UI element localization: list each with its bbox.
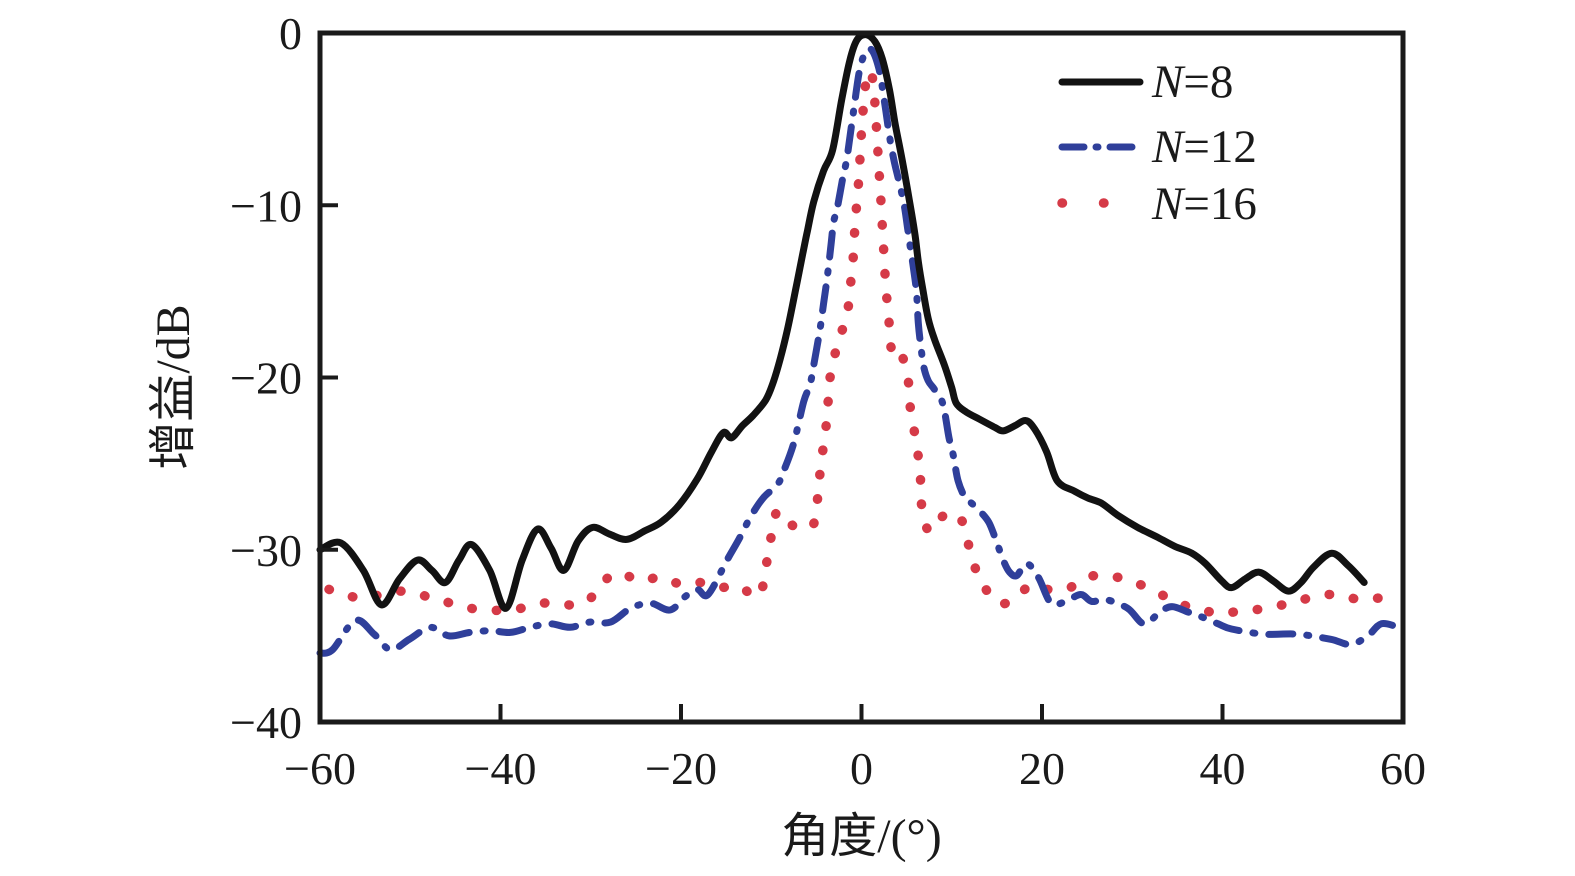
x-tick-label: −20 <box>645 743 717 794</box>
y-tick-label: −40 <box>230 697 302 748</box>
series-curve-N8 <box>316 31 1368 612</box>
x-tick-label: 20 <box>1019 743 1065 794</box>
x-tick-label: −60 <box>284 743 356 794</box>
plot-frame <box>317 30 1406 725</box>
legend-label-variable: N <box>1152 56 1184 108</box>
x-tick-label: 0 <box>850 743 873 794</box>
series-curve-N12 <box>316 45 1402 657</box>
legend-item-n8: N=8 <box>1152 52 1233 112</box>
y-tick-label: −10 <box>230 180 302 231</box>
series-curve-N16 <box>324 66 1404 619</box>
legend-label-variable: N <box>1152 121 1184 173</box>
x-tick-label: 60 <box>1380 743 1426 794</box>
y-tick-label: 0 <box>279 8 302 59</box>
x-tick-label: 40 <box>1200 743 1246 794</box>
y-axis-title: 增益/dB <box>147 304 200 470</box>
x-tick-label: −40 <box>465 743 537 794</box>
legend-label-variable: N <box>1152 178 1184 230</box>
x-axis-title: 角度/(°) <box>781 810 942 863</box>
legend-label-value: =16 <box>1183 178 1257 230</box>
legend-item-n16: N=16 <box>1152 174 1257 234</box>
y-tick-label: −30 <box>230 525 302 576</box>
legend-label-value: =12 <box>1183 121 1257 173</box>
y-tick-label: −20 <box>230 353 302 404</box>
legend-label-value: =8 <box>1183 56 1234 108</box>
legend-item-n12: N=12 <box>1152 117 1257 177</box>
